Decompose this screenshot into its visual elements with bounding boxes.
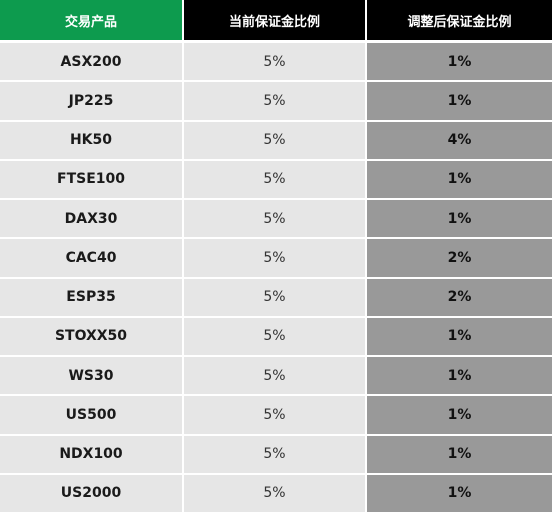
product-cell: FTSE100 (0, 160, 184, 200)
current-margin-cell: 5% (184, 396, 367, 436)
header-row: 交易产品 当前保证金比例 调整后保证金比例 (0, 0, 552, 43)
current-margin-cell: 5% (184, 121, 367, 161)
adjusted-margin-cell: 1% (367, 474, 552, 514)
adjusted-margin-cell: 2% (367, 239, 552, 279)
product-cell: WS30 (0, 357, 184, 397)
current-margin-cell: 5% (184, 239, 367, 279)
adjusted-margin-cell: 1% (367, 82, 552, 122)
product-cell: ESP35 (0, 278, 184, 318)
table-row: WS30 5% 1% (0, 357, 552, 397)
adjusted-margin-cell: 1% (367, 357, 552, 397)
header-product: 交易产品 (0, 0, 184, 43)
table-row: ESP35 5% 2% (0, 278, 552, 318)
current-margin-cell: 5% (184, 200, 367, 240)
table-row: FTSE100 5% 1% (0, 160, 552, 200)
adjusted-margin-cell: 1% (367, 43, 552, 83)
product-cell: DAX30 (0, 200, 184, 240)
table-body: ASX200 5% 1% JP225 5% 1% HK50 5% 4% FTSE100 5% 1% DA… (0, 43, 552, 514)
adjusted-margin-cell: 1% (367, 200, 552, 240)
product-cell: US500 (0, 396, 184, 436)
table-row: ASX200 5% 1% (0, 43, 552, 83)
product-cell: CAC40 (0, 239, 184, 279)
table-row: US2000 5% 1% (0, 474, 552, 514)
product-cell: ASX200 (0, 43, 184, 83)
current-margin-cell: 5% (184, 317, 367, 357)
current-margin-cell: 5% (184, 278, 367, 318)
table-row: HK50 5% 4% (0, 121, 552, 161)
current-margin-cell: 5% (184, 357, 367, 397)
adjusted-margin-cell: 1% (367, 317, 552, 357)
current-margin-cell: 5% (184, 474, 367, 514)
product-cell: NDX100 (0, 435, 184, 475)
header-current-margin: 当前保证金比例 (184, 0, 367, 43)
table-row: US500 5% 1% (0, 396, 552, 436)
current-margin-cell: 5% (184, 43, 367, 83)
product-cell: HK50 (0, 121, 184, 161)
table-row: DAX30 5% 1% (0, 200, 552, 240)
adjusted-margin-cell: 1% (367, 160, 552, 200)
product-cell: JP225 (0, 82, 184, 122)
table-row: JP225 5% 1% (0, 82, 552, 122)
current-margin-cell: 5% (184, 82, 367, 122)
product-cell: STOXX50 (0, 317, 184, 357)
current-margin-cell: 5% (184, 435, 367, 475)
table-row: STOXX50 5% 1% (0, 317, 552, 357)
adjusted-margin-cell: 1% (367, 396, 552, 436)
header-adjusted-margin: 调整后保证金比例 (367, 0, 552, 43)
adjusted-margin-cell: 1% (367, 435, 552, 475)
table-row: NDX100 5% 1% (0, 435, 552, 475)
product-cell: US2000 (0, 474, 184, 514)
adjusted-margin-cell: 4% (367, 121, 552, 161)
table-row: CAC40 5% 2% (0, 239, 552, 279)
adjusted-margin-cell: 2% (367, 278, 552, 318)
current-margin-cell: 5% (184, 160, 367, 200)
